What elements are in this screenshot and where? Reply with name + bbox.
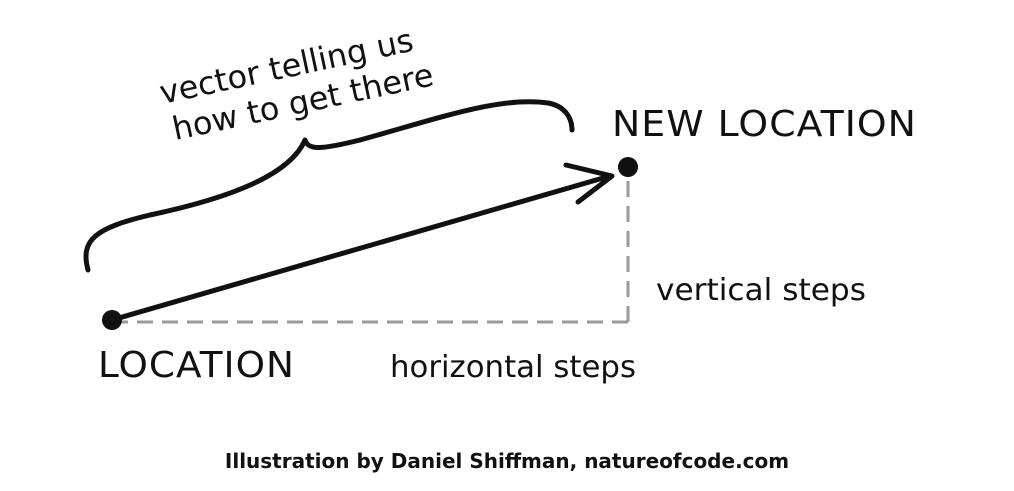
curly-brace: [86, 102, 572, 270]
credit-line: Illustration by Daniel Shiffman, natureo…: [0, 449, 1014, 473]
horizontal-steps-label: horizontal steps: [390, 350, 636, 385]
location-label: LOCATION: [98, 345, 295, 386]
vector-arrow-shaft: [112, 176, 610, 320]
new-location-label: NEW LOCATION: [612, 104, 917, 145]
vertical-steps-label: vertical steps: [656, 273, 866, 308]
location-point: [102, 310, 122, 330]
new-location-point: [618, 157, 638, 177]
